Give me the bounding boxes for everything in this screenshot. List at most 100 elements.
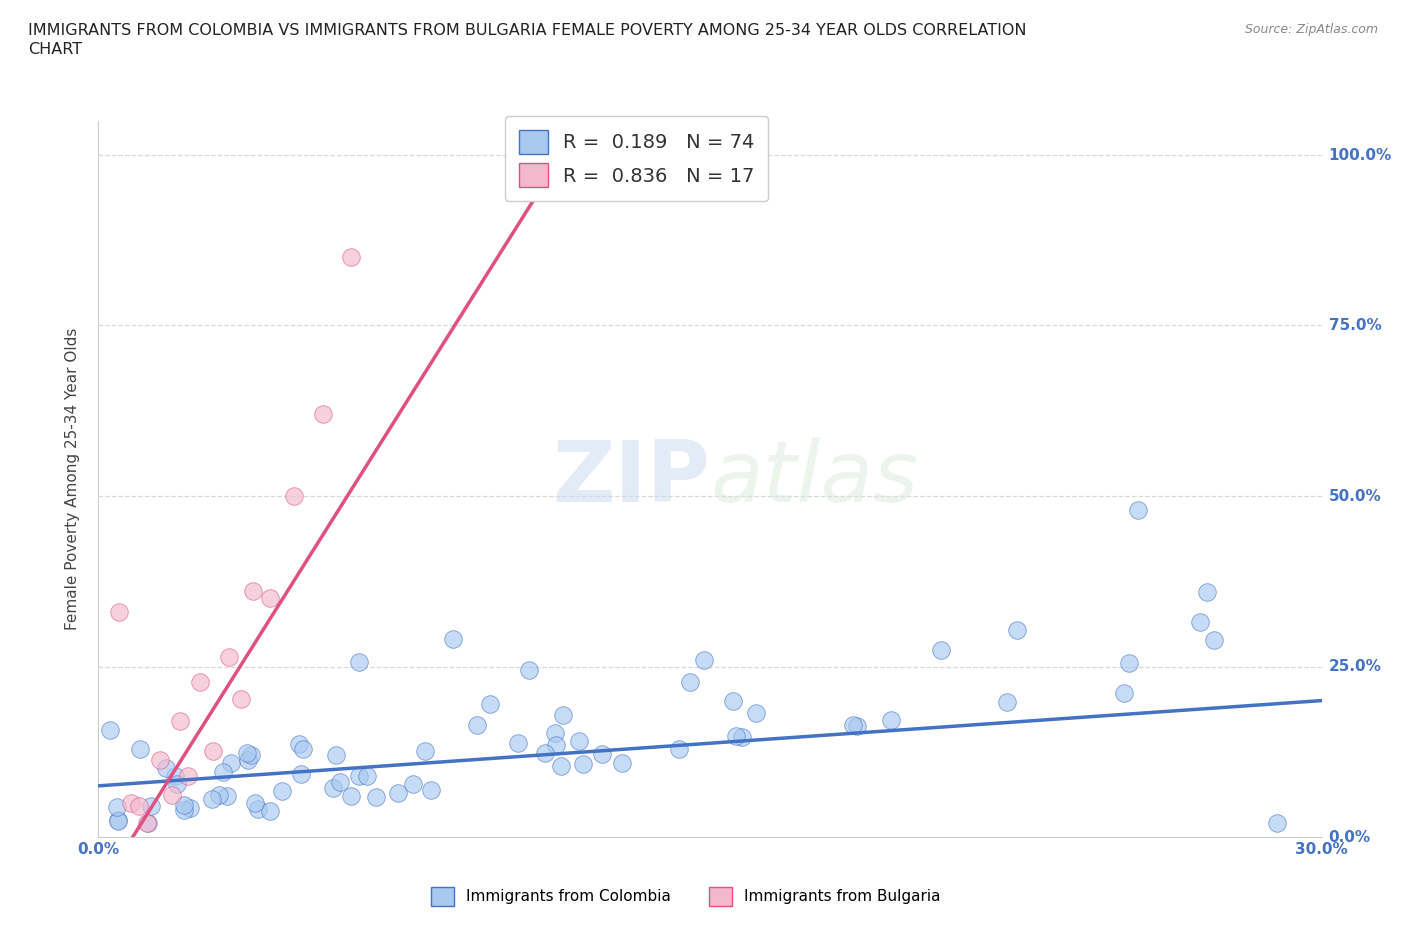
Text: Source: ZipAtlas.com: Source: ZipAtlas.com	[1244, 23, 1378, 36]
Point	[163, 768, 186, 783]
Point	[401, 777, 423, 791]
Point	[312, 406, 335, 421]
Point	[247, 802, 270, 817]
Point	[120, 795, 142, 810]
Point	[387, 785, 409, 800]
Legend: Immigrants from Colombia, Immigrants from Bulgaria: Immigrants from Colombia, Immigrants fro…	[425, 881, 946, 911]
Point	[731, 730, 754, 745]
Point	[725, 728, 748, 743]
Point	[105, 799, 128, 814]
Point	[744, 706, 766, 721]
Point	[217, 789, 239, 804]
Point	[465, 717, 488, 732]
Point	[591, 747, 613, 762]
Point	[128, 799, 150, 814]
Point	[842, 718, 865, 733]
Point	[242, 583, 264, 598]
Point	[356, 769, 378, 784]
Point	[108, 604, 131, 619]
Point	[136, 816, 159, 830]
Text: 100.0%: 100.0%	[1329, 148, 1392, 163]
Point	[1188, 614, 1211, 629]
Point	[177, 769, 200, 784]
Point	[155, 761, 177, 776]
Point	[322, 780, 344, 795]
Point	[995, 695, 1018, 710]
Point	[100, 723, 122, 737]
Point	[292, 741, 315, 756]
Text: 25.0%: 25.0%	[1329, 659, 1382, 674]
Point	[271, 783, 294, 798]
Point	[1118, 656, 1140, 671]
Point	[208, 788, 231, 803]
Point	[219, 755, 242, 770]
Point	[188, 674, 212, 689]
Point	[553, 708, 575, 723]
Point	[169, 713, 191, 728]
Point	[173, 798, 195, 813]
Point	[201, 744, 224, 759]
Point	[845, 719, 868, 734]
Point	[141, 799, 163, 814]
Point	[173, 803, 195, 817]
Point	[329, 775, 352, 790]
Point	[517, 663, 540, 678]
Text: 0.0%: 0.0%	[1329, 830, 1371, 844]
Point	[1204, 633, 1226, 648]
Point	[236, 752, 259, 767]
Point	[544, 737, 567, 752]
Point	[160, 788, 183, 803]
Point	[679, 674, 702, 689]
Text: CHART: CHART	[28, 42, 82, 57]
Point	[419, 783, 441, 798]
Point	[128, 742, 150, 757]
Text: ZIP: ZIP	[553, 437, 710, 521]
Point	[929, 642, 952, 657]
Point	[668, 742, 690, 757]
Point	[610, 755, 633, 770]
Point	[288, 737, 311, 751]
Point	[364, 790, 387, 804]
Point	[325, 748, 347, 763]
Point	[534, 746, 557, 761]
Point	[212, 764, 235, 779]
Point	[693, 652, 716, 667]
Text: 50.0%: 50.0%	[1329, 488, 1381, 503]
Point	[166, 777, 188, 791]
Point	[179, 801, 201, 816]
Point	[413, 744, 436, 759]
Point	[544, 725, 567, 740]
Point	[136, 816, 159, 830]
Text: IMMIGRANTS FROM COLOMBIA VS IMMIGRANTS FROM BULGARIA FEMALE POVERTY AMONG 25-34 : IMMIGRANTS FROM COLOMBIA VS IMMIGRANTS F…	[28, 23, 1026, 38]
Point	[239, 748, 262, 763]
Point	[550, 758, 572, 773]
Point	[290, 767, 312, 782]
Point	[236, 746, 259, 761]
Text: 75.0%: 75.0%	[1329, 318, 1381, 333]
Point	[1005, 623, 1028, 638]
Point	[201, 791, 224, 806]
Point	[347, 655, 370, 670]
Point	[347, 769, 370, 784]
Point	[568, 733, 591, 748]
Point	[1112, 685, 1135, 700]
Point	[340, 250, 363, 265]
Point	[478, 697, 501, 711]
Point	[231, 692, 253, 707]
Point	[339, 789, 361, 804]
Point	[1128, 502, 1150, 517]
Point	[259, 804, 281, 818]
Point	[107, 813, 129, 828]
Y-axis label: Female Poverty Among 25-34 Year Olds: Female Poverty Among 25-34 Year Olds	[65, 327, 80, 631]
Point	[1265, 816, 1288, 830]
Point	[107, 814, 129, 829]
Point	[508, 736, 530, 751]
Point	[259, 591, 281, 605]
Point	[721, 694, 744, 709]
Point	[880, 712, 903, 727]
Point	[243, 795, 266, 810]
Point	[149, 753, 172, 768]
Point	[218, 649, 240, 664]
Point	[1197, 585, 1219, 600]
Text: atlas: atlas	[710, 437, 918, 521]
